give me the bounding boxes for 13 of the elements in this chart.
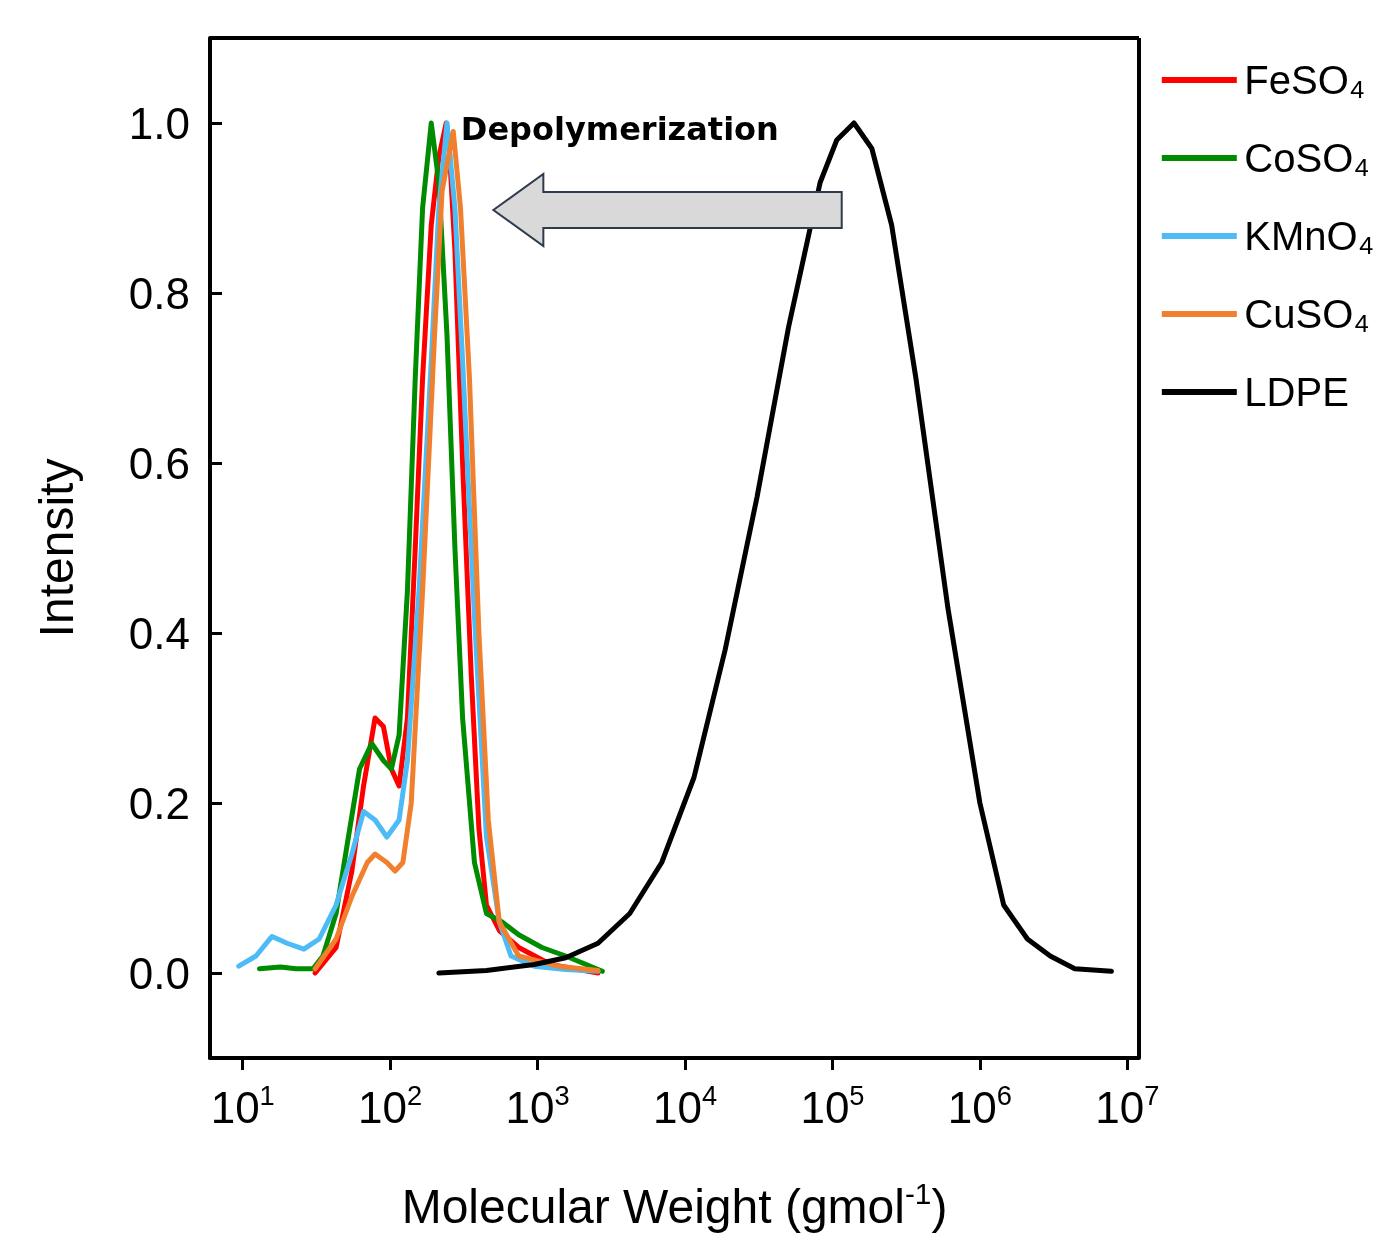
y-tick-label: 0.8 <box>128 268 190 318</box>
legend-label: CoSO₄ <box>1244 136 1370 180</box>
legend-label: KMnO₄ <box>1244 214 1374 258</box>
y-tick-label: 1.0 <box>128 98 190 148</box>
annotation: Depolymerization <box>460 110 779 148</box>
y-tick-label: 0.2 <box>128 778 190 828</box>
legend-label: FeSO₄ <box>1244 58 1366 102</box>
y-tick-label: 0.6 <box>128 438 190 488</box>
y-axis-title: Intensity <box>29 458 83 638</box>
legend-label: CuSO₄ <box>1244 292 1370 336</box>
legend-label: LDPE <box>1244 370 1349 414</box>
y-tick-label: 0.0 <box>128 948 190 998</box>
y-tick-label: 0.4 <box>128 608 190 658</box>
